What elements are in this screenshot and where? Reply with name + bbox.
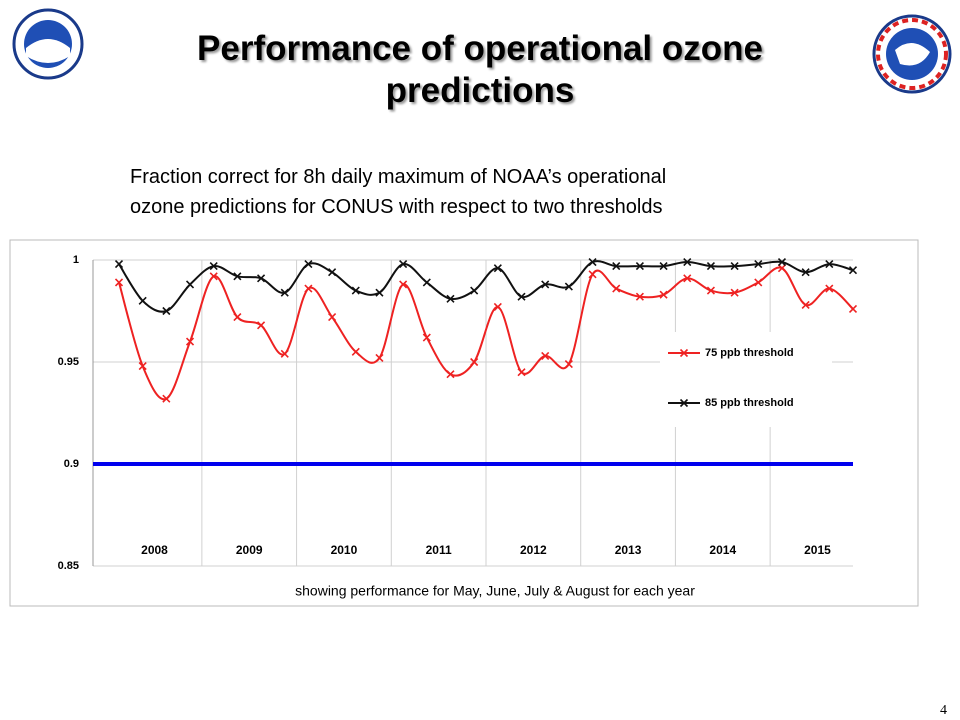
legend-label: 85 ppb threshold xyxy=(705,397,794,409)
page-number: 4 xyxy=(940,703,947,718)
point-marker xyxy=(612,262,621,271)
point-marker xyxy=(233,313,242,322)
series-line xyxy=(118,260,854,313)
point-marker xyxy=(754,278,763,287)
point-marker xyxy=(256,274,266,283)
point-marker xyxy=(754,260,763,269)
point-marker xyxy=(446,370,455,379)
legend-marker xyxy=(679,348,689,358)
point-marker xyxy=(328,313,337,322)
point-marker xyxy=(114,260,124,269)
point-marker xyxy=(162,306,171,316)
subtitle: ozone predictions for CONUS with respect… xyxy=(130,196,663,218)
point-marker xyxy=(209,262,218,271)
point-marker xyxy=(564,282,573,291)
point-marker xyxy=(493,302,502,311)
point-marker xyxy=(730,288,739,297)
point-marker xyxy=(848,304,858,314)
legend: 75 ppb threshold 85 ppb threshold xyxy=(660,332,832,427)
point-marker xyxy=(730,262,739,271)
legend-marker xyxy=(679,398,689,408)
x-group-label: 2013 xyxy=(615,543,642,557)
x-group-label: 2011 xyxy=(426,543,452,557)
point-marker xyxy=(706,262,716,271)
point-marker xyxy=(825,284,834,293)
point-marker xyxy=(612,284,621,293)
point-marker xyxy=(777,264,787,273)
x-group-label: 2010 xyxy=(331,543,358,557)
point-marker xyxy=(375,353,384,362)
point-marker xyxy=(138,296,147,305)
point-marker xyxy=(351,286,360,295)
y-tick-label: 0.9 xyxy=(64,458,79,470)
legend-box xyxy=(660,332,832,427)
x-group-label: 2008 xyxy=(141,543,168,557)
point-marker xyxy=(517,368,526,377)
point-marker xyxy=(517,292,526,301)
point-marker xyxy=(659,290,668,299)
point-marker xyxy=(470,286,479,295)
legend-label: 75 ppb threshold xyxy=(705,347,794,359)
x-group-label: 2009 xyxy=(236,543,263,557)
point-marker xyxy=(399,260,408,269)
point-marker xyxy=(825,260,834,269)
point-marker xyxy=(280,349,289,358)
point-marker xyxy=(777,257,787,267)
point-marker xyxy=(848,266,858,275)
point-marker xyxy=(256,321,266,330)
point-marker xyxy=(588,257,597,267)
point-marker xyxy=(564,359,573,369)
point-marker xyxy=(706,286,716,295)
y-tick-label: 1 xyxy=(73,254,79,266)
point-marker xyxy=(801,300,810,309)
point-marker xyxy=(588,270,597,279)
point-marker xyxy=(162,394,171,403)
x-group-label: 2012 xyxy=(520,543,547,557)
point-marker xyxy=(422,278,431,287)
point-marker xyxy=(683,257,692,267)
point-marker xyxy=(185,337,195,346)
point-marker xyxy=(422,333,431,342)
point-marker xyxy=(446,294,455,303)
y-tick-label: 0.95 xyxy=(58,356,79,368)
point-marker xyxy=(328,268,337,277)
nws-logo xyxy=(872,14,952,94)
point-marker xyxy=(375,288,384,297)
point-marker xyxy=(541,351,550,360)
point-marker xyxy=(114,278,124,287)
point-marker xyxy=(635,292,644,301)
point-marker xyxy=(185,280,195,289)
point-marker xyxy=(659,262,668,271)
point-marker xyxy=(138,362,147,371)
point-marker xyxy=(683,274,692,283)
subtitle: Fraction correct for 8h daily maximum of… xyxy=(130,166,667,188)
point-marker xyxy=(399,280,408,289)
x-group-label: 2015 xyxy=(804,543,831,557)
point-marker xyxy=(470,357,479,367)
point-marker xyxy=(280,288,289,297)
noaa-logo xyxy=(12,8,84,80)
point-marker xyxy=(351,347,360,356)
point-marker xyxy=(635,262,644,271)
point-marker xyxy=(304,260,313,269)
slide-title: Performance of operational ozone predict… xyxy=(197,29,763,110)
y-tick-label: 0.85 xyxy=(58,560,79,572)
point-marker xyxy=(493,264,502,273)
caption: showing performance for May, June, July … xyxy=(295,583,695,599)
x-group-label: 2014 xyxy=(709,543,736,557)
point-marker xyxy=(304,284,313,293)
point-marker xyxy=(801,268,810,277)
point-marker xyxy=(233,272,242,281)
point-marker xyxy=(209,272,218,281)
point-marker xyxy=(541,280,550,289)
